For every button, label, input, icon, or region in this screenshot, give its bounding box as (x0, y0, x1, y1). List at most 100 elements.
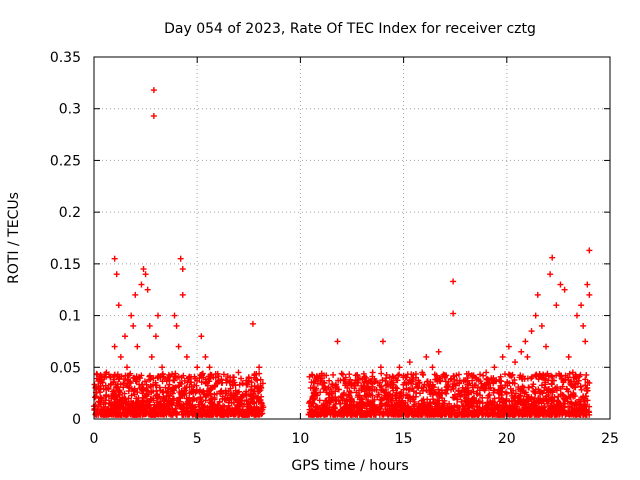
data-point (235, 369, 242, 376)
data-point (114, 371, 121, 378)
data-point (239, 397, 246, 404)
data-point (240, 392, 247, 399)
data-point (586, 247, 593, 254)
data-point (127, 411, 134, 418)
data-point (221, 396, 228, 403)
data-point (483, 369, 490, 376)
data-point (217, 410, 224, 417)
data-point (117, 389, 124, 396)
data-point (111, 255, 118, 262)
x-tick-label: 5 (193, 431, 202, 447)
data-point (253, 404, 260, 411)
data-point (131, 387, 138, 394)
data-point (228, 391, 235, 398)
data-point (243, 391, 250, 398)
data-point (216, 399, 223, 406)
data-point (450, 310, 457, 317)
data-point (250, 394, 257, 401)
data-point (491, 364, 498, 371)
data-point (530, 381, 537, 388)
data-point (380, 388, 387, 395)
data-point (538, 382, 545, 389)
data-point (119, 404, 126, 411)
data-point (108, 393, 115, 400)
data-point (201, 403, 208, 410)
data-point (222, 411, 229, 418)
data-point (180, 411, 187, 418)
data-point (211, 382, 218, 389)
data-point (435, 386, 442, 393)
data-point (157, 411, 164, 418)
data-point (143, 397, 150, 404)
data-point (202, 353, 209, 360)
data-point (196, 401, 203, 408)
data-point (232, 391, 239, 398)
data-point (165, 406, 172, 413)
data-point (188, 383, 195, 390)
data-point (248, 409, 255, 416)
data-point (184, 379, 191, 386)
data-point (115, 302, 122, 309)
data-point (480, 372, 487, 379)
data-point (522, 338, 529, 345)
data-point (512, 359, 519, 366)
data-point (346, 371, 353, 378)
data-point (105, 386, 112, 393)
data-point (332, 394, 339, 401)
data-point (132, 291, 139, 298)
data-point (124, 402, 131, 409)
data-point (176, 398, 183, 405)
grid-lines (94, 57, 610, 419)
data-point (232, 382, 239, 389)
data-point (259, 406, 266, 413)
data-point (138, 281, 145, 288)
data-point (163, 393, 170, 400)
data-point (423, 353, 430, 360)
data-point (235, 411, 242, 418)
data-point (244, 381, 251, 388)
data-point (198, 333, 205, 340)
y-tick-label: 0 (72, 412, 81, 428)
data-point (204, 387, 211, 394)
data-point (249, 393, 256, 400)
data-point (146, 372, 153, 379)
data-point (181, 392, 188, 399)
data-point (122, 372, 129, 379)
data-point (171, 312, 178, 319)
data-point (95, 378, 102, 385)
plot-frame (93, 56, 611, 420)
data-point (479, 394, 486, 401)
data-point (532, 312, 539, 319)
data-point (458, 398, 465, 405)
data-point (177, 255, 184, 262)
y-tick-label: 0.1 (59, 309, 81, 325)
data-point (140, 266, 147, 273)
data-point (429, 364, 436, 371)
data-point (213, 411, 220, 418)
chart-title: Day 054 of 2023, Rate Of TEC Index for r… (164, 21, 536, 37)
data-point (524, 353, 531, 360)
data-point (137, 385, 144, 392)
data-point (146, 322, 153, 329)
data-point (231, 379, 238, 386)
data-point (240, 408, 247, 415)
data-point (424, 396, 431, 403)
y-tick-label: 0.25 (50, 153, 81, 169)
data-point (184, 398, 191, 405)
data-point (377, 364, 384, 371)
data-point (124, 364, 131, 371)
data-point (134, 343, 141, 350)
data-marks (91, 87, 593, 418)
data-point (112, 384, 119, 391)
data-point (230, 399, 237, 406)
data-point (163, 378, 170, 385)
data-point (231, 405, 238, 412)
data-point (256, 364, 263, 371)
data-point (574, 380, 581, 387)
data-point (91, 394, 98, 401)
data-point (150, 87, 157, 94)
data-point (567, 380, 574, 387)
data-point (160, 373, 167, 380)
y-axis-label: ROTI / TECUs (6, 192, 22, 284)
data-point (209, 401, 216, 408)
